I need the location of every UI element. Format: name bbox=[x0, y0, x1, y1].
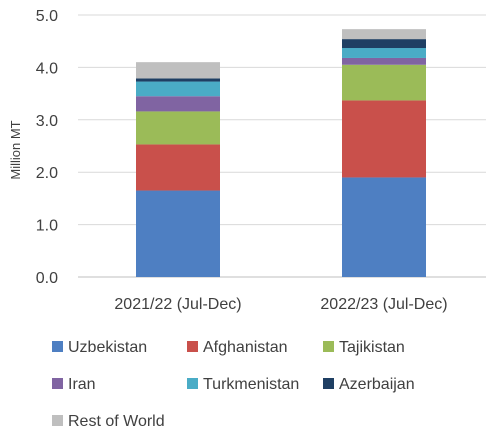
y-tick-label: 3.0 bbox=[36, 113, 58, 130]
legend-swatch bbox=[52, 341, 63, 352]
bar-segment-azerbaijan bbox=[342, 39, 426, 49]
category-label: 2021/22 (Jul-Dec) bbox=[114, 296, 241, 313]
bar-segment-iran bbox=[136, 96, 220, 112]
bar-segment-uzbekistan bbox=[342, 177, 426, 277]
bars bbox=[136, 29, 426, 277]
legend-label: Uzbekistan bbox=[68, 339, 147, 356]
y-tick-label: 4.0 bbox=[36, 60, 58, 77]
bar-segment-azerbaijan bbox=[136, 78, 220, 82]
legend-label: Rest of World bbox=[68, 413, 165, 430]
y-tick-label: 2.0 bbox=[36, 165, 58, 182]
legend-swatch bbox=[52, 378, 63, 389]
bar-segment-uzbekistan bbox=[136, 190, 220, 277]
legend-swatch bbox=[323, 341, 334, 352]
legend-swatch bbox=[52, 415, 63, 426]
bar-segment-turkmenistan bbox=[342, 48, 426, 58]
bar-segment-afghanistan bbox=[342, 100, 426, 178]
legend-label: Iran bbox=[68, 376, 96, 393]
legend-swatch bbox=[187, 378, 198, 389]
y-tick-label: 0.0 bbox=[36, 270, 58, 287]
legend: Uzbekistan Afghanistan Tajikistan Iran Turkm… bbox=[52, 339, 415, 430]
bar-segment-turkmenistan bbox=[136, 81, 220, 97]
bar-segment-afghanistan bbox=[136, 144, 220, 191]
y-tick-label: 1.0 bbox=[36, 218, 58, 235]
legend-swatch bbox=[187, 341, 198, 352]
bar-segment-rest-of-world bbox=[342, 29, 426, 40]
legend-label: Afghanistan bbox=[203, 339, 288, 356]
category-label: 2022/23 (Jul-Dec) bbox=[320, 296, 447, 313]
legend-label: Azerbaijan bbox=[339, 376, 415, 393]
y-axis-title: Million MT bbox=[8, 120, 23, 179]
bar-segment-tajikistan bbox=[136, 111, 220, 145]
legend-label: Turkmenistan bbox=[203, 376, 299, 393]
bar-segment-rest-of-world bbox=[136, 62, 220, 79]
y-tick-label: 5.0 bbox=[36, 8, 58, 25]
bar-segment-tajikistan bbox=[342, 64, 426, 101]
category-labels: 2021/22 (Jul-Dec) 2022/23 (Jul-Dec) bbox=[114, 296, 447, 313]
bar-segment-iran bbox=[342, 57, 426, 65]
y-tick-labels: 0.0 1.0 2.0 3.0 4.0 5.0 bbox=[36, 8, 58, 287]
legend-swatch bbox=[323, 378, 334, 389]
legend-label: Tajikistan bbox=[339, 339, 405, 356]
